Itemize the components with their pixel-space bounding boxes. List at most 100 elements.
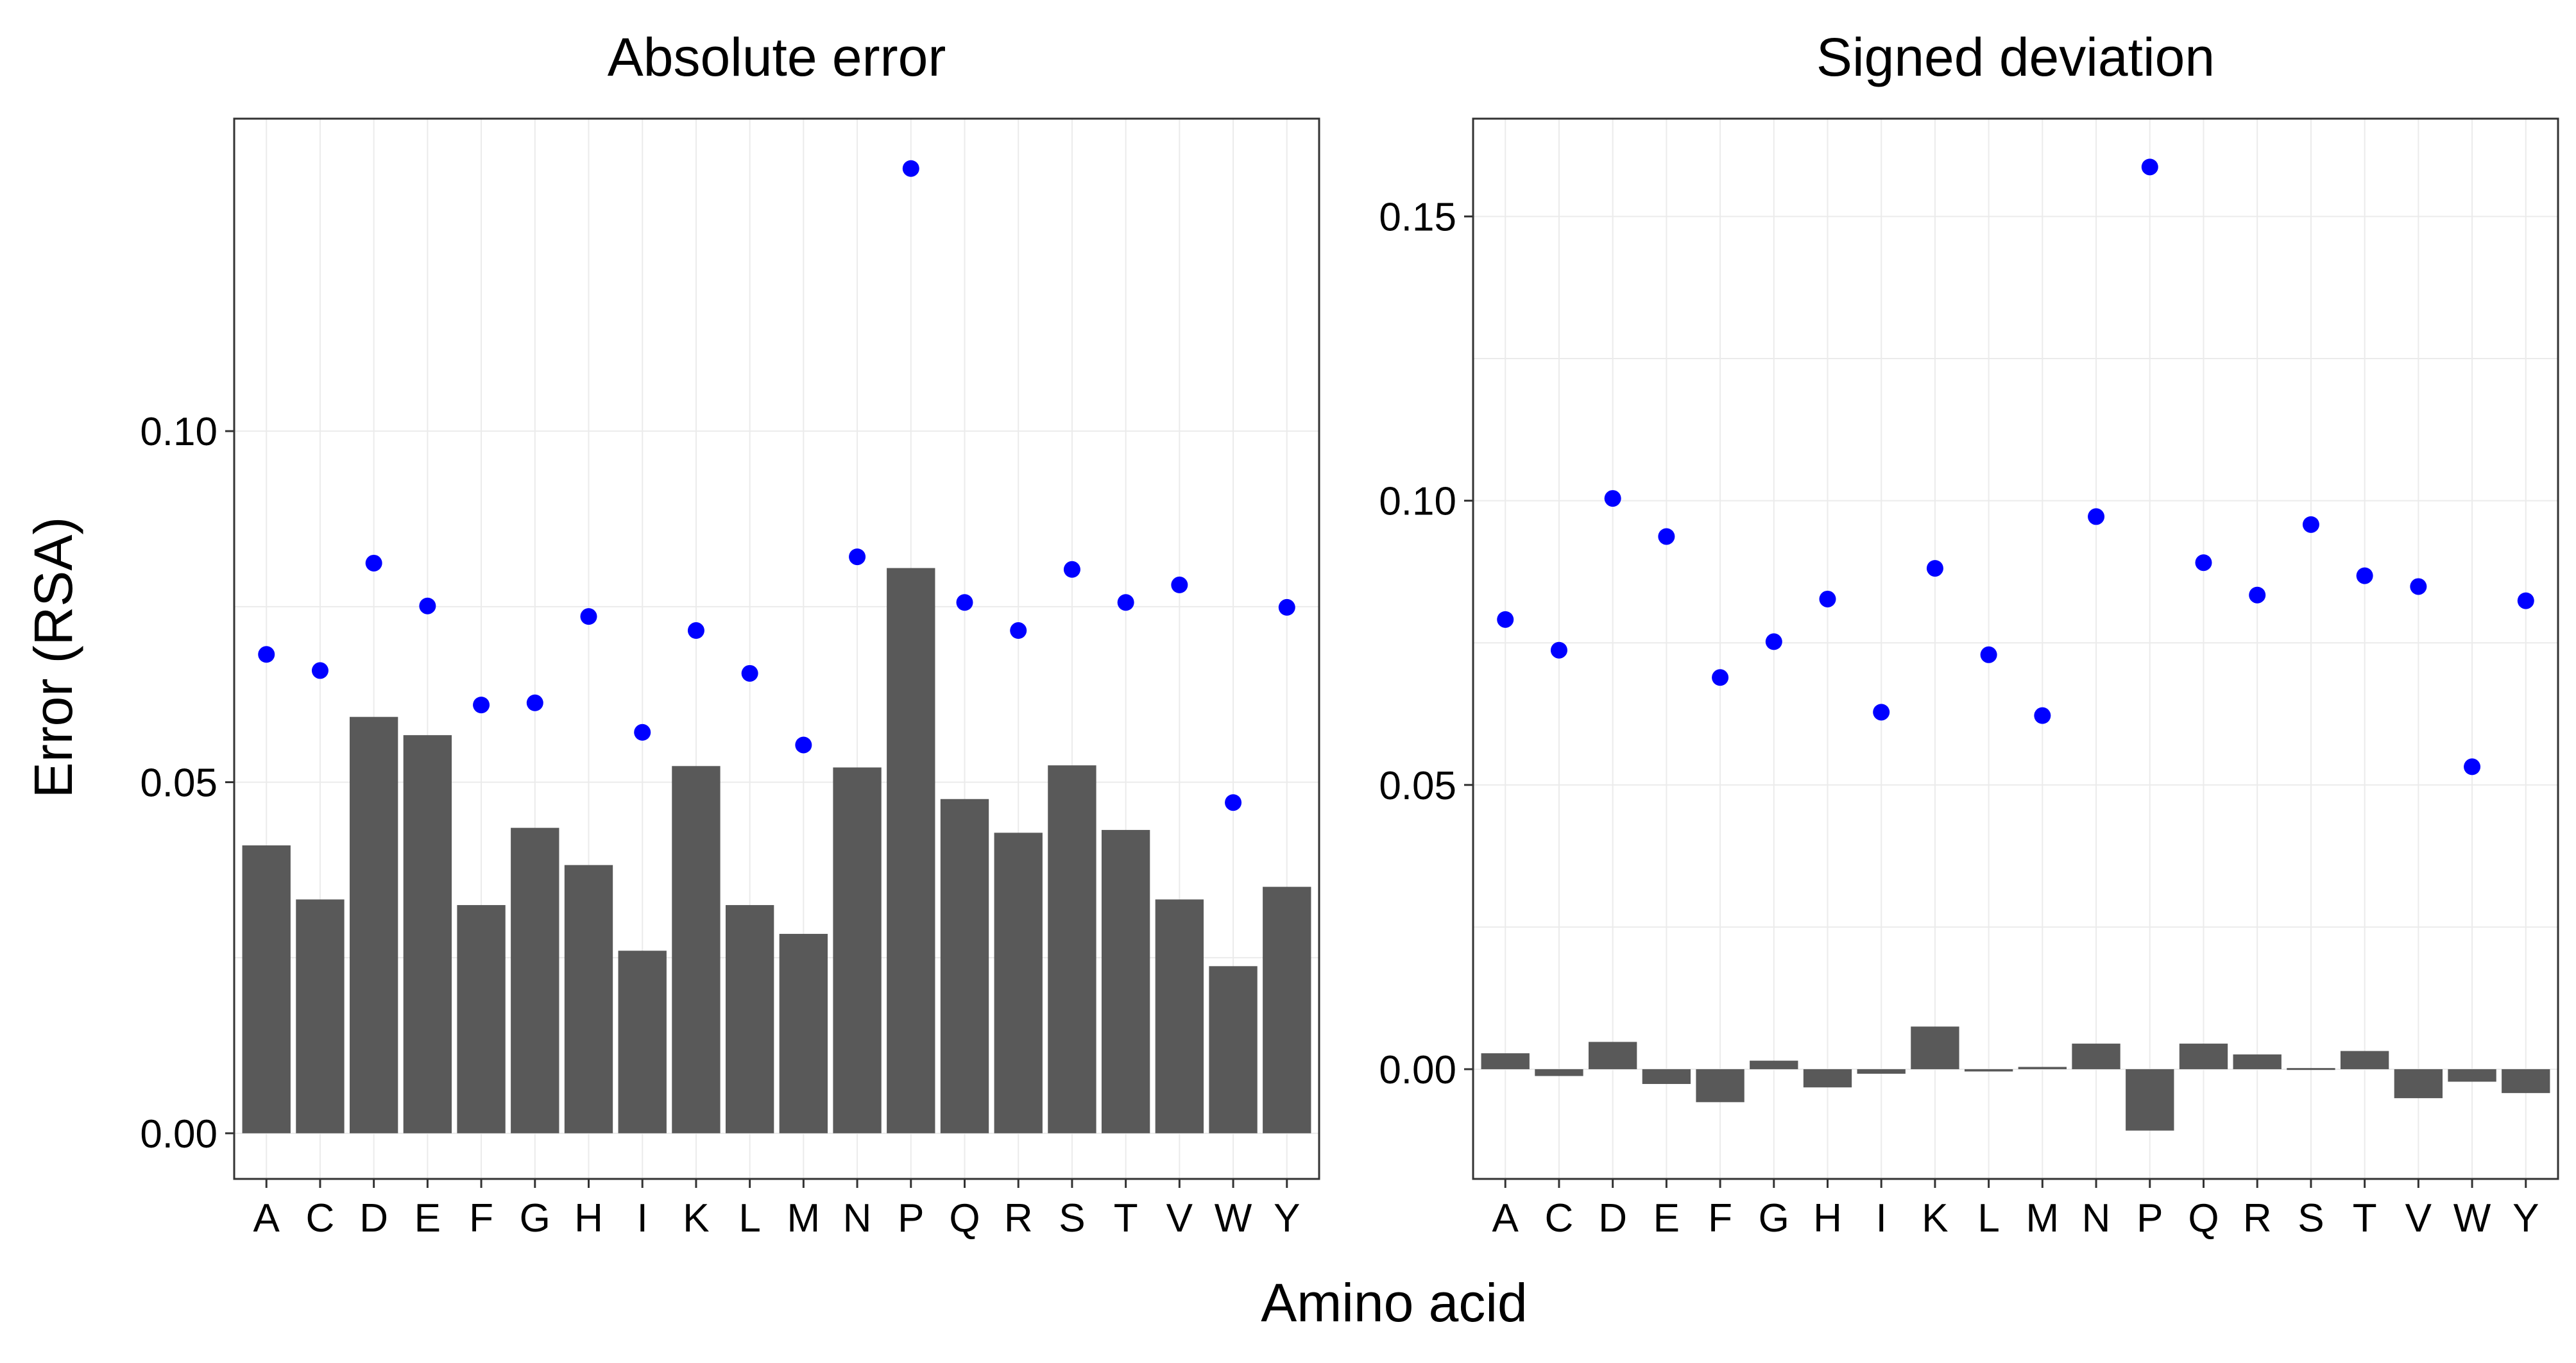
point-D: [365, 554, 382, 571]
y-tick-label: 0.10: [140, 410, 218, 454]
point-A: [1497, 611, 1514, 628]
bar-C: [296, 899, 345, 1133]
x-tick-label: K: [1922, 1196, 1948, 1240]
point-P: [902, 160, 919, 177]
point-V: [2410, 578, 2427, 595]
bar-S: [1048, 765, 1096, 1133]
point-C: [311, 662, 328, 679]
bar-A: [242, 845, 291, 1133]
bar-W: [2448, 1069, 2496, 1082]
point-H: [1819, 590, 1836, 607]
x-tick-label: D: [1598, 1196, 1627, 1240]
x-tick-label: C: [1545, 1196, 1574, 1240]
bar-S: [2287, 1068, 2335, 1071]
point-V: [1171, 576, 1188, 593]
y-tick-label: 0.15: [1379, 195, 1456, 239]
bar-Y: [2502, 1069, 2550, 1094]
y-tick-label: 0.05: [140, 761, 218, 805]
point-L: [741, 665, 758, 682]
bar-E: [403, 735, 452, 1133]
point-I: [1873, 704, 1890, 721]
bar-N: [2072, 1044, 2120, 1069]
y-tick-label: 0.00: [1379, 1048, 1456, 1092]
point-F: [1712, 669, 1729, 686]
bar-D: [1588, 1042, 1637, 1069]
bar-D: [349, 716, 398, 1133]
panel-absolute-error: Absolute error 0.00 0.05 0.10 A C D E F G H I K L M N P Q…: [140, 27, 1320, 1240]
point-A: [258, 646, 275, 663]
bar-H: [564, 865, 613, 1133]
bar-R: [2233, 1054, 2282, 1069]
x-tick-label: W: [1215, 1196, 1252, 1240]
x-tick-label: Y: [2512, 1196, 2539, 1240]
bar-G: [511, 827, 559, 1133]
point-W: [2464, 758, 2481, 775]
y-axis-title: Error (RSA): [23, 517, 83, 799]
bar-Q: [940, 799, 989, 1133]
x-tick-label: P: [2137, 1196, 2163, 1240]
x-tick-label: A: [1492, 1196, 1519, 1240]
point-W: [1225, 794, 1242, 811]
bar-R: [994, 833, 1043, 1133]
x-tick-label: A: [253, 1196, 280, 1240]
point-L: [1980, 646, 1997, 663]
bar-P: [2126, 1069, 2174, 1131]
point-Q: [956, 594, 973, 611]
bar-N: [833, 767, 882, 1133]
point-M: [2034, 707, 2051, 724]
bar-Y: [1263, 886, 1311, 1133]
panel-border: [233, 117, 1320, 1180]
x-tick-label: Y: [1274, 1196, 1300, 1240]
x-tick-label: D: [359, 1196, 388, 1240]
point-K: [1926, 560, 1943, 577]
point-R: [2249, 586, 2266, 604]
point-M: [795, 736, 812, 754]
y-tick-label: 0.05: [1379, 764, 1456, 808]
bar-K: [672, 766, 721, 1133]
point-E: [419, 597, 436, 614]
bar-W: [1209, 966, 1258, 1133]
x-tick-label: Q: [949, 1196, 980, 1240]
x-tick-label: F: [469, 1196, 493, 1240]
bar-F: [1696, 1069, 1744, 1103]
point-G: [1765, 633, 1782, 650]
bar-F: [457, 905, 506, 1133]
x-tick-label: S: [1059, 1196, 1085, 1240]
point-K: [687, 622, 704, 639]
bar-M: [2018, 1067, 2067, 1069]
x-tick-label: E: [1653, 1196, 1680, 1240]
bar-I: [618, 951, 667, 1133]
bar-Q: [2179, 1044, 2228, 1069]
x-tick-label: N: [843, 1196, 872, 1240]
x-tick-label: M: [787, 1196, 821, 1240]
x-tick-label: K: [683, 1196, 709, 1240]
point-C: [1550, 641, 1567, 659]
point-S: [1063, 561, 1080, 578]
point-T: [2356, 567, 2373, 584]
bar-A: [1481, 1053, 1530, 1069]
x-tick-label: R: [2243, 1196, 2272, 1240]
point-I: [634, 724, 651, 741]
x-tick-label: M: [2026, 1196, 2060, 1240]
y-tick-label: 0.10: [1379, 480, 1456, 524]
bar-L: [725, 905, 774, 1133]
bar-E: [1642, 1069, 1691, 1084]
bar-T: [2340, 1051, 2389, 1069]
point-E: [1658, 528, 1675, 545]
bar-P: [887, 568, 935, 1133]
point-P: [2141, 158, 2158, 176]
x-tick-label: G: [520, 1196, 550, 1240]
bar-T: [1101, 829, 1150, 1133]
x-tick-label: I: [1876, 1196, 1887, 1240]
point-T: [1117, 594, 1134, 611]
bar-I: [1857, 1069, 1906, 1074]
point-G: [526, 694, 543, 711]
x-tick-label: W: [2453, 1196, 2491, 1240]
x-tick-label: L: [1977, 1196, 1999, 1240]
point-F: [473, 697, 490, 714]
x-tick-label: E: [414, 1196, 441, 1240]
point-Y: [2517, 592, 2534, 609]
y-tick-label: 0.00: [140, 1112, 218, 1156]
panel-title: Absolute error: [608, 27, 946, 87]
